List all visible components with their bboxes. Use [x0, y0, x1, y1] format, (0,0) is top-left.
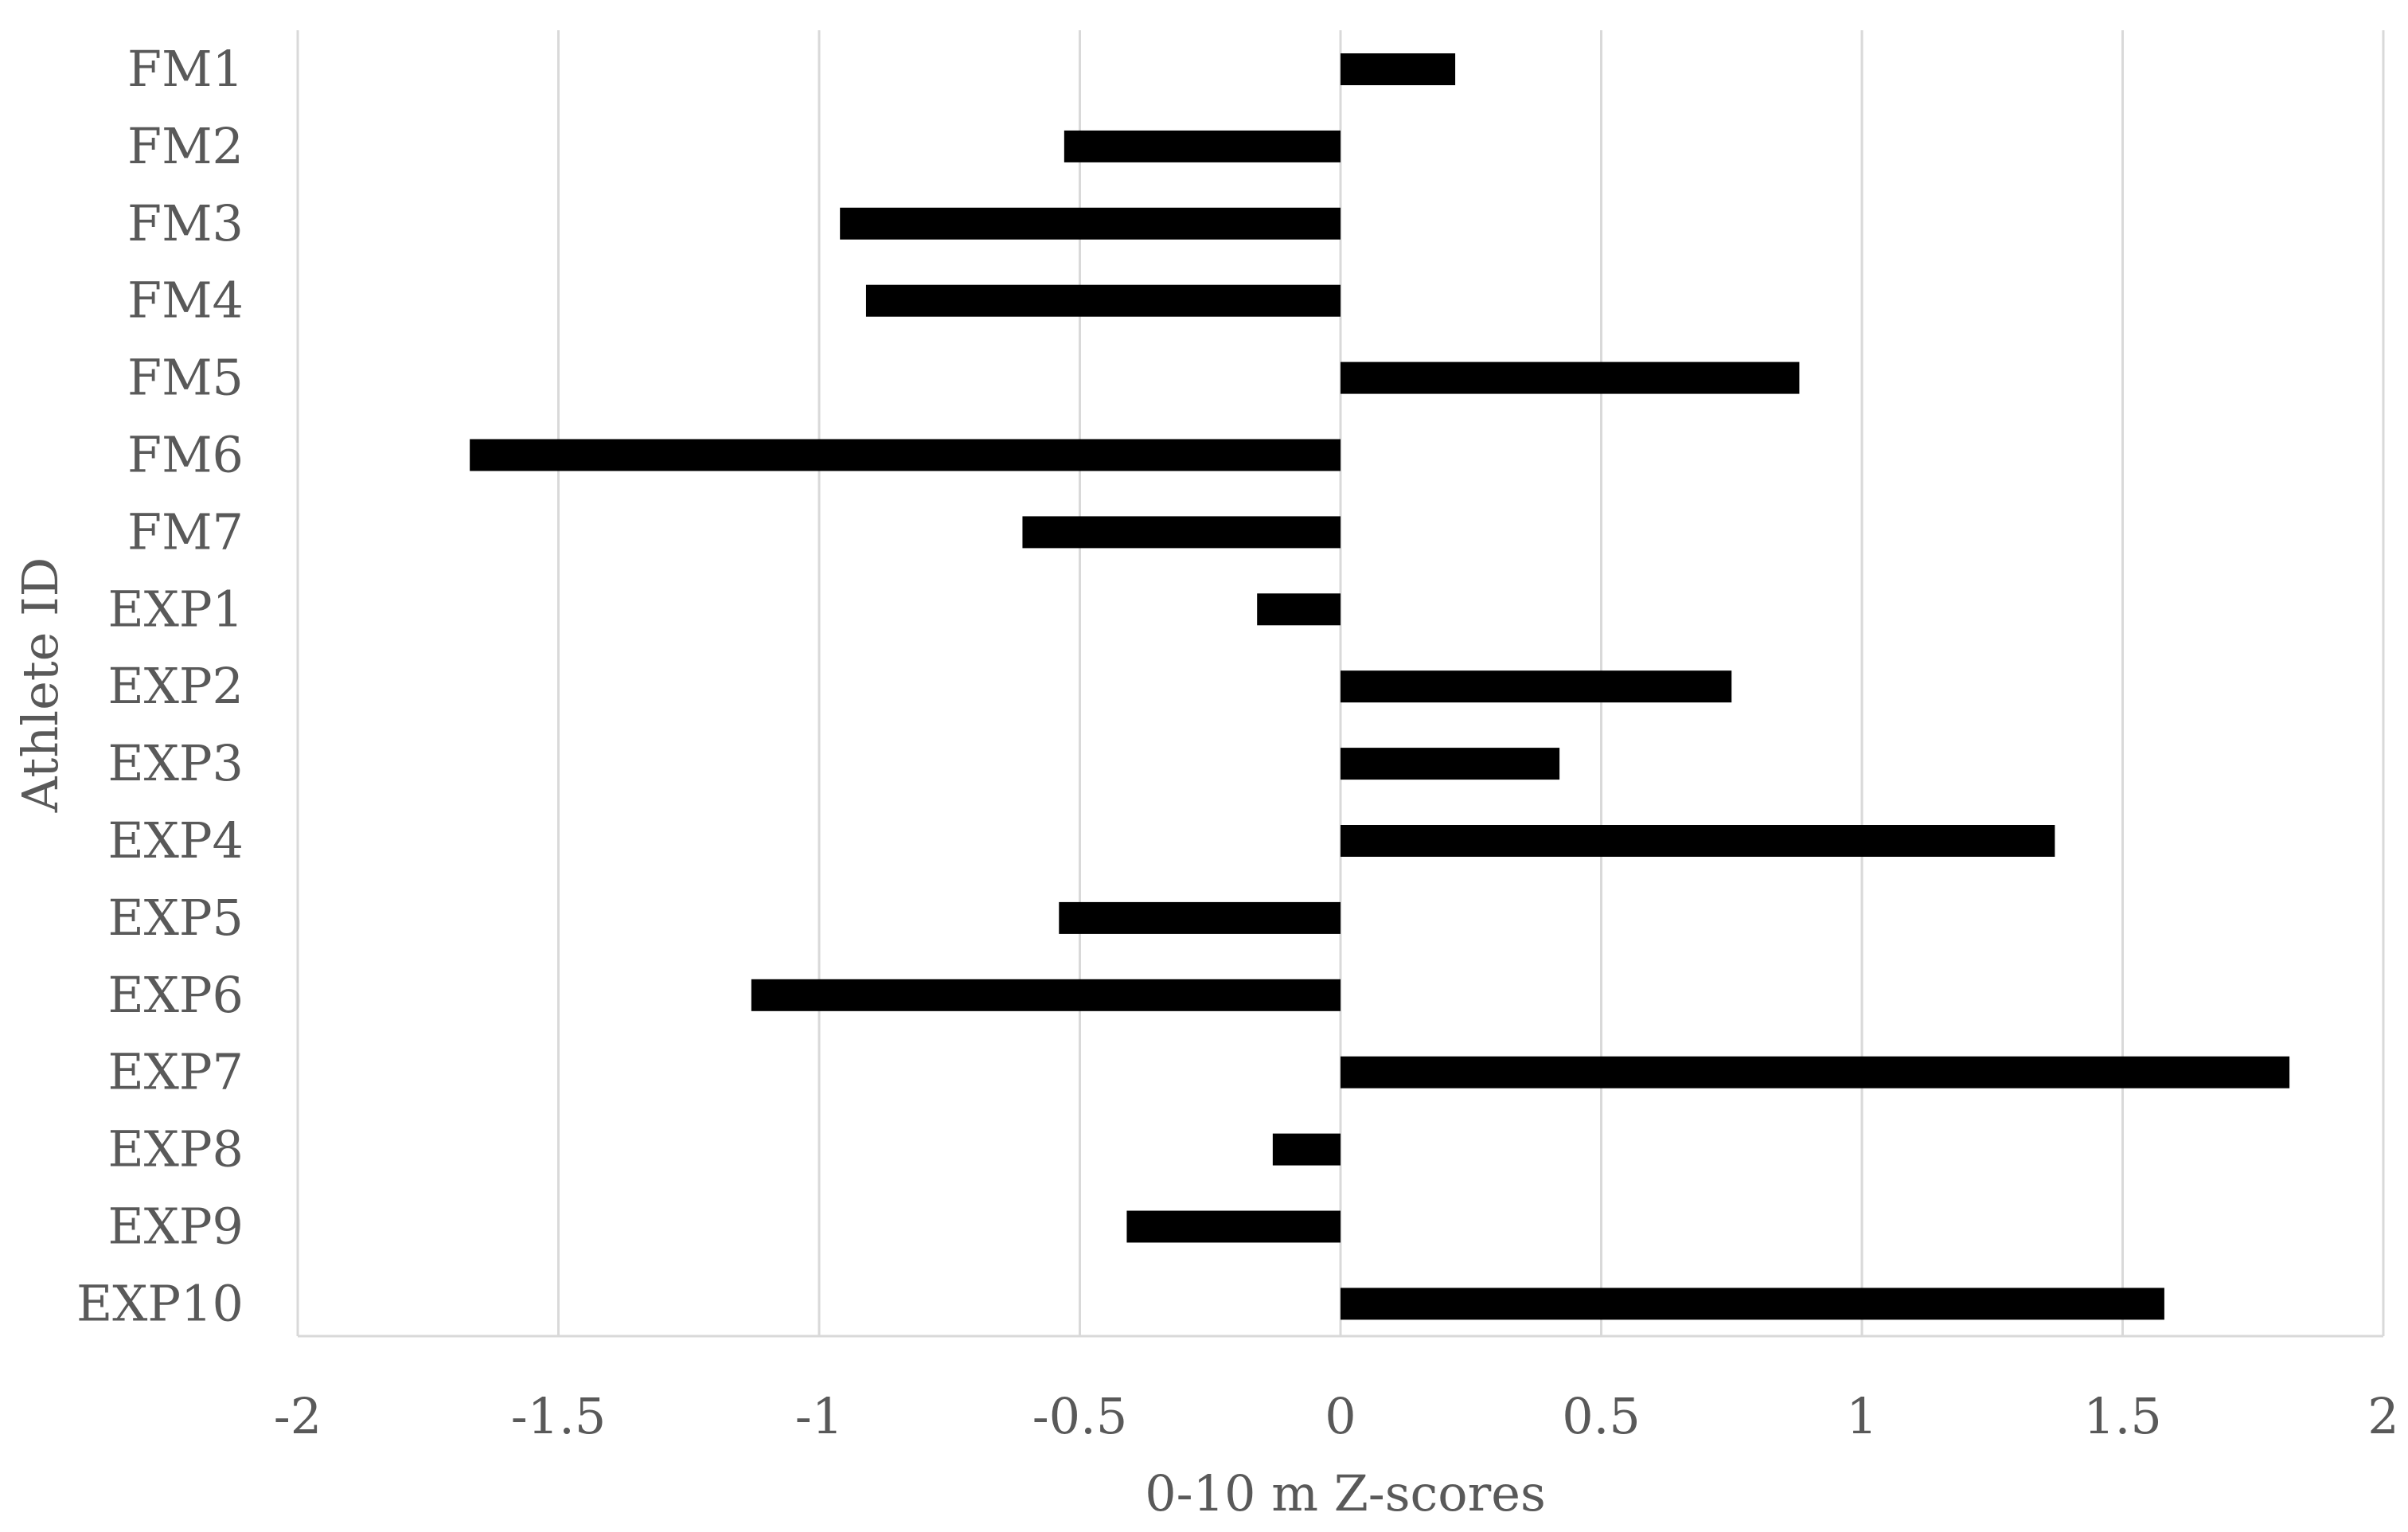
bar-fm6 — [470, 439, 1341, 471]
bar-exp4 — [1341, 825, 2055, 857]
x-tick-label: -1 — [795, 1387, 843, 1445]
bar-fm7 — [1022, 516, 1341, 549]
bar-exp5 — [1059, 901, 1341, 934]
x-axis-title: 0-10 m Z-scores — [1145, 1464, 1546, 1522]
bar-fm2 — [1064, 130, 1341, 162]
bars — [470, 53, 2290, 1320]
y-tick-label-exp3: EXP3 — [107, 734, 244, 792]
x-tick-label: -1.5 — [511, 1387, 607, 1445]
bar-exp10 — [1341, 1288, 2164, 1320]
y-tick-label-exp7: EXP7 — [107, 1043, 244, 1101]
x-tick-label: 1.5 — [2083, 1387, 2162, 1445]
y-tick-label-exp2: EXP2 — [107, 657, 244, 715]
y-tick-label-fm2: FM2 — [127, 117, 244, 175]
bar-fm5 — [1341, 362, 1800, 394]
bar-exp2 — [1341, 670, 1732, 703]
x-tick-label: -2 — [274, 1387, 322, 1445]
y-tick-label-fm4: FM4 — [127, 272, 244, 330]
y-tick-label-fm6: FM6 — [127, 426, 244, 484]
bar-fm1 — [1341, 53, 1456, 85]
x-tick-label: 2 — [2367, 1387, 2398, 1445]
y-axis-title: Athlete ID — [11, 557, 69, 814]
y-tick-label-exp9: EXP9 — [107, 1198, 244, 1256]
y-tick-label-exp6: EXP6 — [107, 966, 244, 1024]
y-tick-label-fm7: FM7 — [127, 502, 244, 561]
y-tick-label-exp5: EXP5 — [107, 889, 244, 947]
y-tick-label-exp10: EXP10 — [76, 1274, 244, 1332]
y-axis-tick-labels: FM1 FM2 FM3 FM4 FM5 FM6 FM7 EXP1 EXP2 EXP3 EXP4 EXP… — [76, 40, 244, 1332]
x-axis-tick-labels: -2 -1.5 -1 -0.5 0 0.5 1 1.5 2 — [274, 1387, 2399, 1445]
bar-exp6 — [751, 979, 1341, 1011]
x-tick-label: -0.5 — [1032, 1387, 1128, 1445]
y-tick-label-exp4: EXP4 — [107, 811, 244, 870]
bar-fm3 — [840, 207, 1341, 240]
y-tick-label-exp1: EXP1 — [107, 580, 244, 638]
bar-exp3 — [1341, 748, 1560, 780]
bar-exp1 — [1257, 593, 1341, 626]
y-tick-label-fm3: FM3 — [127, 194, 244, 252]
x-tick-label: 1 — [1846, 1387, 1877, 1445]
bar-exp9 — [1126, 1210, 1341, 1243]
bar-fm4 — [865, 284, 1341, 317]
y-tick-label-fm5: FM5 — [127, 349, 244, 407]
x-tick-label: 0.5 — [1562, 1387, 1641, 1445]
y-tick-label-fm1: FM1 — [127, 40, 244, 98]
bar-exp7 — [1341, 1056, 2290, 1088]
x-tick-label: 0 — [1325, 1387, 1356, 1445]
bar-exp8 — [1272, 1133, 1341, 1166]
y-tick-label-exp8: EXP8 — [107, 1120, 244, 1178]
